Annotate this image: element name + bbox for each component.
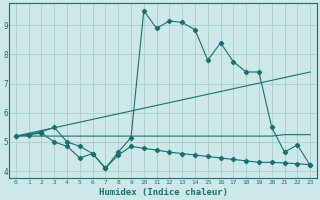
X-axis label: Humidex (Indice chaleur): Humidex (Indice chaleur) (99, 188, 228, 197)
